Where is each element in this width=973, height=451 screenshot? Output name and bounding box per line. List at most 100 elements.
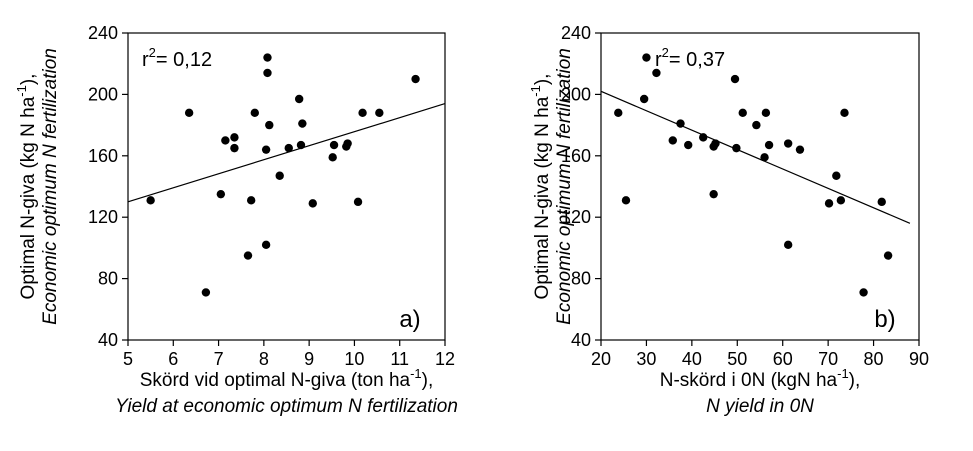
data-point [836, 196, 846, 205]
y-tick-label: 240 [88, 23, 118, 43]
r2-annotation: r2= 0,37 [655, 45, 725, 71]
data-point [699, 133, 708, 142]
x-tick-label: 60 [773, 349, 793, 369]
data-point [614, 108, 623, 118]
y-axis-title: Optimal N-giva (kg N ha-1), [528, 74, 553, 300]
y-tick-label: 40 [98, 330, 118, 350]
x-tick-label: 11 [390, 349, 409, 369]
x-tick-label: 20 [591, 349, 611, 369]
data-point [328, 153, 337, 162]
data-point [230, 133, 239, 142]
data-point [877, 197, 886, 207]
data-point [883, 251, 893, 260]
data-point [146, 196, 155, 205]
data-point [783, 240, 793, 250]
data-point [732, 143, 741, 153]
data-point [832, 171, 841, 180]
data-point [639, 94, 649, 104]
data-point [761, 108, 771, 118]
x-axis-title-english: Yield at economic optimum N fertilizatio… [115, 396, 458, 417]
data-point [250, 108, 259, 118]
x-tick-label: 8 [259, 349, 269, 369]
y-tick-label: 40 [571, 330, 591, 350]
data-point [795, 145, 805, 154]
x-tick-label: 90 [909, 349, 929, 369]
data-point [824, 199, 834, 208]
data-point [752, 120, 761, 130]
data-point [760, 153, 769, 162]
plot-frame [127, 32, 446, 341]
r2-annotation: r2= 0,12 [142, 45, 212, 71]
data-point [263, 53, 272, 62]
x-tick-label: 70 [818, 349, 838, 369]
data-point [343, 139, 352, 148]
data-point [652, 68, 661, 78]
data-point [221, 136, 230, 145]
x-axis-title: Skörd vid optimal N-giva (ton ha-1), [140, 366, 434, 391]
data-point [730, 74, 740, 84]
x-tick-label: 9 [304, 349, 314, 369]
data-point [261, 240, 271, 250]
data-point [668, 136, 677, 145]
data-point [375, 108, 384, 118]
data-point [184, 108, 194, 118]
x-tick-label: 50 [727, 349, 747, 369]
data-point [711, 139, 720, 148]
y-axis-title-english: Economic optimum N fertilization [40, 48, 61, 325]
data-point [230, 143, 239, 153]
y-tick-label: 200 [88, 84, 118, 104]
data-point [358, 108, 367, 118]
x-tick-label: 80 [864, 349, 884, 369]
x-tick-label: 5 [123, 349, 133, 369]
y-tick-label: 160 [88, 146, 118, 166]
y-tick-label: 80 [98, 269, 118, 289]
data-point [684, 140, 693, 150]
data-point [738, 108, 747, 118]
data-point [296, 140, 306, 150]
data-point [411, 74, 420, 84]
data-point [859, 288, 868, 297]
trendline [127, 103, 446, 203]
data-point [329, 140, 339, 150]
data-point [246, 196, 256, 205]
data-point [783, 139, 793, 148]
data-point [263, 68, 272, 78]
y-tick-label: 120 [88, 207, 118, 227]
data-point [275, 171, 284, 180]
x-tick-label: 12 [435, 349, 455, 369]
data-point [308, 199, 317, 208]
y-tick-label: 120 [561, 207, 591, 227]
plot-frame [600, 32, 920, 341]
data-point [261, 145, 271, 154]
x-tick-label: 7 [214, 349, 224, 369]
x-tick-label: 10 [344, 349, 364, 369]
y-tick-label: 80 [571, 269, 591, 289]
data-point [840, 108, 849, 118]
data-point [709, 189, 718, 199]
data-point [284, 143, 293, 153]
data-point [265, 120, 274, 130]
y-axis-title: Optimal N-giva (kg N ha-1), [14, 74, 39, 300]
data-point [294, 94, 304, 104]
panel-b: 20 30 40 50 60 70 80 90 40 80 120 160 200 240 r2= 0,37… [528, 23, 929, 417]
panel-label: a) [399, 306, 420, 333]
panel-a: 5 6 7 8 9 10 11 12 40 80 120 160 200 240 r2= 0,12 a) Skö… [14, 23, 458, 417]
data-point [353, 197, 363, 207]
x-axis-title: N-skörd i 0N (kgN ha-1), [660, 366, 861, 391]
panel-label: b) [874, 306, 895, 333]
data-point [243, 251, 253, 260]
data-point [298, 119, 307, 128]
data-point [621, 196, 631, 205]
data-point [764, 140, 774, 150]
data-point [216, 189, 226, 199]
x-axis-title-english: N yield in 0N [706, 396, 814, 417]
y-tick-label: 160 [561, 146, 591, 166]
data-point [642, 53, 651, 62]
x-tick-label: 40 [682, 349, 702, 369]
y-tick-label: 200 [561, 84, 591, 104]
y-axis-title-english: Economic optimum N fertilization [554, 48, 575, 325]
y-tick-label: 240 [561, 23, 591, 43]
trendline [600, 90, 911, 224]
